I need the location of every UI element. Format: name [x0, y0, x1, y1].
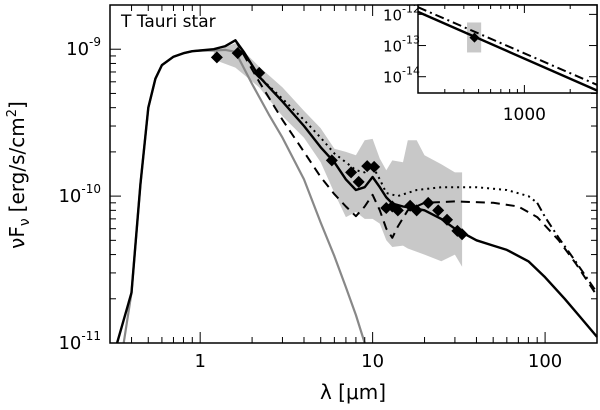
- series-dotted-model: [234, 39, 538, 204]
- y-tick-label: 10-9: [66, 35, 101, 60]
- data-point-marker: [253, 66, 266, 79]
- data-point-marker: [456, 228, 469, 241]
- y-tick-label: 10-11: [58, 329, 101, 354]
- inset-y-tick-label: 10-14: [383, 65, 420, 87]
- series-dashed-model: [234, 39, 598, 297]
- plot-frame: [109, 4, 598, 344]
- inset-series-dash-dot-model: [417, 6, 598, 86]
- inset-series-model: [417, 10, 598, 92]
- model-lines: [115, 39, 598, 344]
- inset-y-tick-label: 10-12: [383, 2, 420, 24]
- x-tick-label: 100: [528, 351, 562, 372]
- data-point-marker: [325, 154, 338, 167]
- series-model: [115, 39, 598, 344]
- data-point-marker: [352, 175, 365, 188]
- inset-data-point-marker: [469, 32, 480, 43]
- data-point-marker: [422, 196, 435, 209]
- data-point-marker: [432, 204, 445, 217]
- inset-y-tick-label: 10-13: [383, 34, 420, 56]
- y-axis-label-close: ]: [5, 101, 29, 109]
- x-tick-label: 10: [361, 351, 384, 372]
- data-point-marker: [441, 213, 454, 226]
- x-axis-label: λ [μm]: [320, 380, 386, 404]
- data-point-marker: [391, 204, 404, 217]
- y-tick-label: 10-10: [58, 182, 101, 207]
- y-axis-label-sup: 2: [5, 109, 20, 117]
- series-dash-dot-model: [536, 202, 598, 294]
- inset-lines: [417, 6, 598, 92]
- data-point-marker: [361, 160, 374, 173]
- data-point-marker: [368, 160, 381, 173]
- x-tick-label: 1: [194, 351, 205, 372]
- inset-frame: [417, 4, 598, 94]
- y-axis-label: νFν [erg/s/cm2]: [5, 101, 33, 249]
- inset-plot: 1000 10-12 10-13 10-14: [383, 2, 598, 125]
- data-point-marker: [231, 47, 244, 60]
- inset-markers: [469, 32, 480, 43]
- y-axis-label-units: [erg/s/cm: [5, 117, 29, 212]
- y-axis-label-sub: ν: [17, 218, 33, 226]
- data-point-marker: [345, 166, 358, 179]
- photometry-markers: [210, 47, 469, 241]
- data-point-marker: [210, 51, 223, 64]
- inset-ticks: 1000 10-12 10-13 10-14: [383, 2, 598, 125]
- data-point-marker: [410, 204, 423, 217]
- inset-x-tick-label: 1000: [503, 105, 546, 125]
- x-axis-label-text: λ [μm]: [320, 380, 386, 404]
- y-axis-label-main: νF: [5, 226, 29, 249]
- chart-title: T Tauri star: [120, 12, 216, 32]
- series-stellar-photosphere: [122, 48, 366, 344]
